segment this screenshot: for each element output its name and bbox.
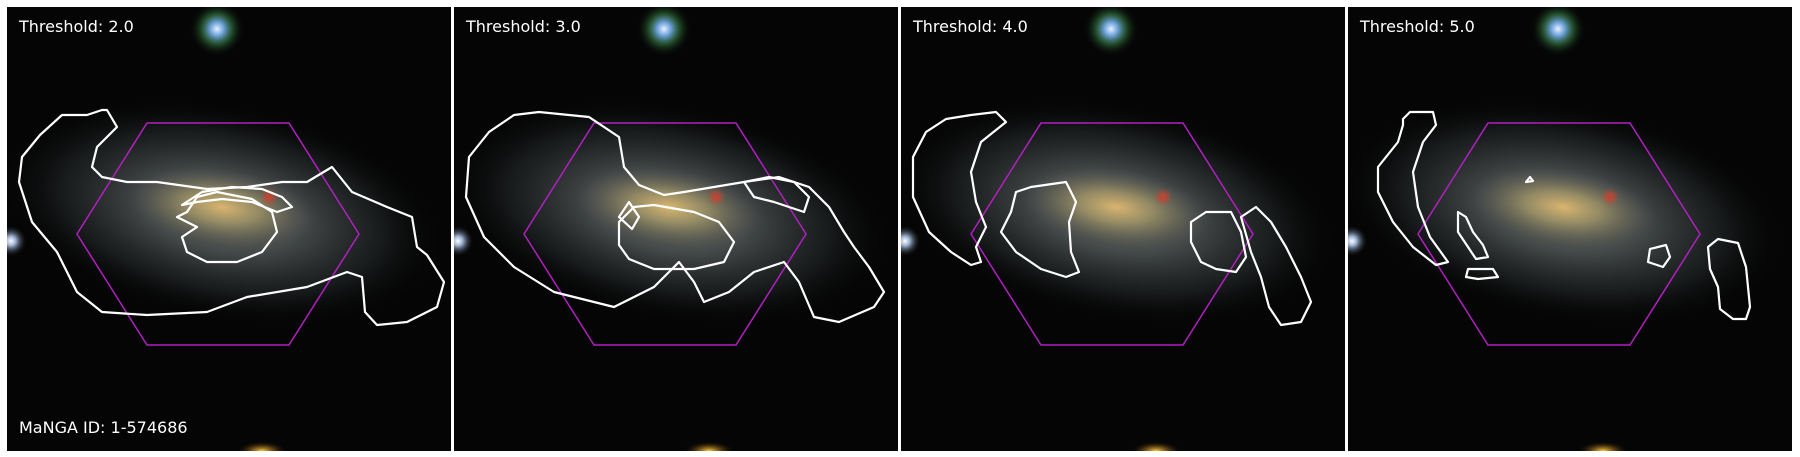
contour-lines bbox=[17, 108, 446, 327]
panel-threshold-2: Threshold: 2.0 MaNGA ID: 1-574686 bbox=[7, 7, 451, 451]
threshold-label: Threshold: 2.0 bbox=[19, 17, 134, 36]
threshold-label: Threshold: 5.0 bbox=[1360, 17, 1475, 36]
galaxy-image bbox=[901, 7, 1345, 451]
panel-threshold-3: Threshold: 3.0 bbox=[454, 7, 898, 451]
contour-lines bbox=[464, 110, 886, 324]
galaxy-image bbox=[7, 7, 451, 451]
panel-threshold-5: Threshold: 5.0 bbox=[1348, 7, 1792, 451]
manga-id-label: MaNGA ID: 1-574686 bbox=[19, 418, 188, 437]
threshold-label: Threshold: 4.0 bbox=[913, 17, 1028, 36]
galaxy-image bbox=[1348, 7, 1792, 451]
galaxy-image bbox=[454, 7, 898, 451]
contour-lines bbox=[911, 110, 1313, 327]
contour-lines bbox=[1376, 110, 1752, 321]
panel-threshold-4: Threshold: 4.0 bbox=[901, 7, 1345, 451]
threshold-label: Threshold: 3.0 bbox=[466, 17, 581, 36]
